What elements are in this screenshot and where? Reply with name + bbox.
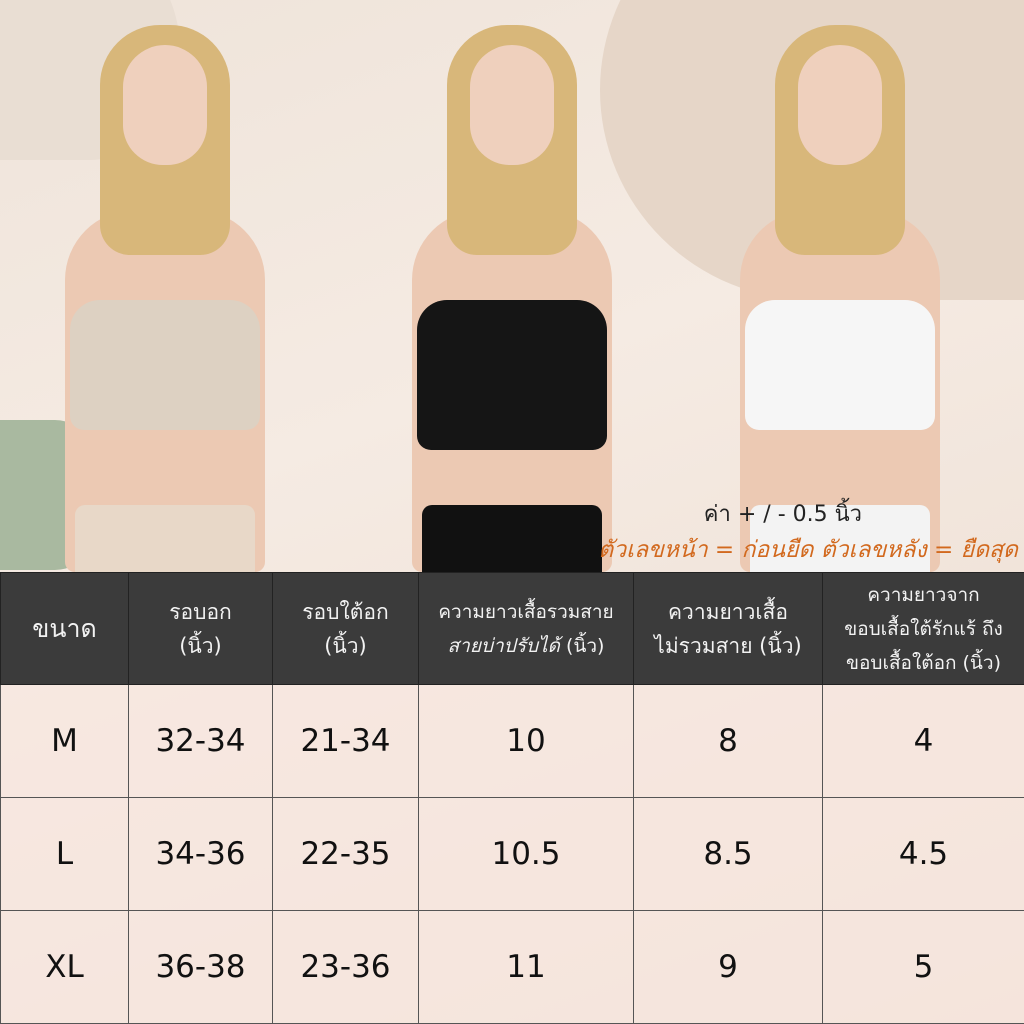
model-black: [362, 0, 662, 572]
table-row: L 34-36 22-35 10.5 8.5 4.5: [0, 797, 1024, 911]
product-top-black: [417, 300, 607, 450]
size-chart-table: ขนาด รอบอก (นิ้ว) รอบใต้อก (นิ้ว) ความยาวเ…: [0, 572, 1024, 1024]
header-armpit-to-underbust: ความยาวจาก ขอบเสื้อใต้รักแร้ ถึง ขอบเสื้อใ…: [822, 572, 1024, 685]
underbust-cell: 23-36: [272, 910, 419, 1024]
length-without-strap-cell: 9: [633, 910, 823, 1024]
stretch-note: ตัวเลขหน้า = ก่อนยืด ตัวเลขหลัง = ยืดสุด: [598, 537, 1018, 563]
bust-cell: 34-36: [128, 797, 273, 911]
length-with-strap-cell: 11: [418, 910, 634, 1024]
armpit-cell: 4.5: [822, 797, 1024, 911]
armpit-cell: 4: [822, 684, 1024, 798]
model-white: [690, 0, 990, 572]
product-top-white: [745, 300, 935, 430]
size-cell: M: [0, 684, 129, 798]
size-cell: XL: [0, 910, 129, 1024]
table-row: XL 36-38 23-36 11 9 5: [0, 910, 1024, 1024]
header-length-with-strap: ความยาวเสื้อรวมสาย สายบ่าปรับได้ (นิ้ว): [418, 572, 634, 685]
header-bust: รอบอก (นิ้ว): [128, 572, 273, 685]
length-without-strap-cell: 8: [633, 684, 823, 798]
model-beige: [15, 0, 315, 572]
bust-cell: 32-34: [128, 684, 273, 798]
underbust-cell: 21-34: [272, 684, 419, 798]
underbust-cell: 22-35: [272, 797, 419, 911]
product-top-beige: [70, 300, 260, 430]
length-with-strap-cell: 10: [418, 684, 634, 798]
header-underbust: รอบใต้อก (นิ้ว): [272, 572, 419, 685]
table-header-row: ขนาด รอบอก (นิ้ว) รอบใต้อก (นิ้ว) ความยาวเ…: [0, 572, 1024, 685]
table-row: M 32-34 21-34 10 8 4: [0, 684, 1024, 798]
length-without-strap-cell: 8.5: [633, 797, 823, 911]
header-size: ขนาด: [0, 572, 129, 685]
size-cell: L: [0, 797, 129, 911]
armpit-cell: 5: [822, 910, 1024, 1024]
length-with-strap-cell: 10.5: [418, 797, 634, 911]
header-length-without-strap: ความยาวเสื้อ ไม่รวมสาย (นิ้ว): [633, 572, 823, 685]
tolerance-note: ค่า + / - 0.5 นิ้ว: [703, 502, 862, 527]
bust-cell: 36-38: [128, 910, 273, 1024]
